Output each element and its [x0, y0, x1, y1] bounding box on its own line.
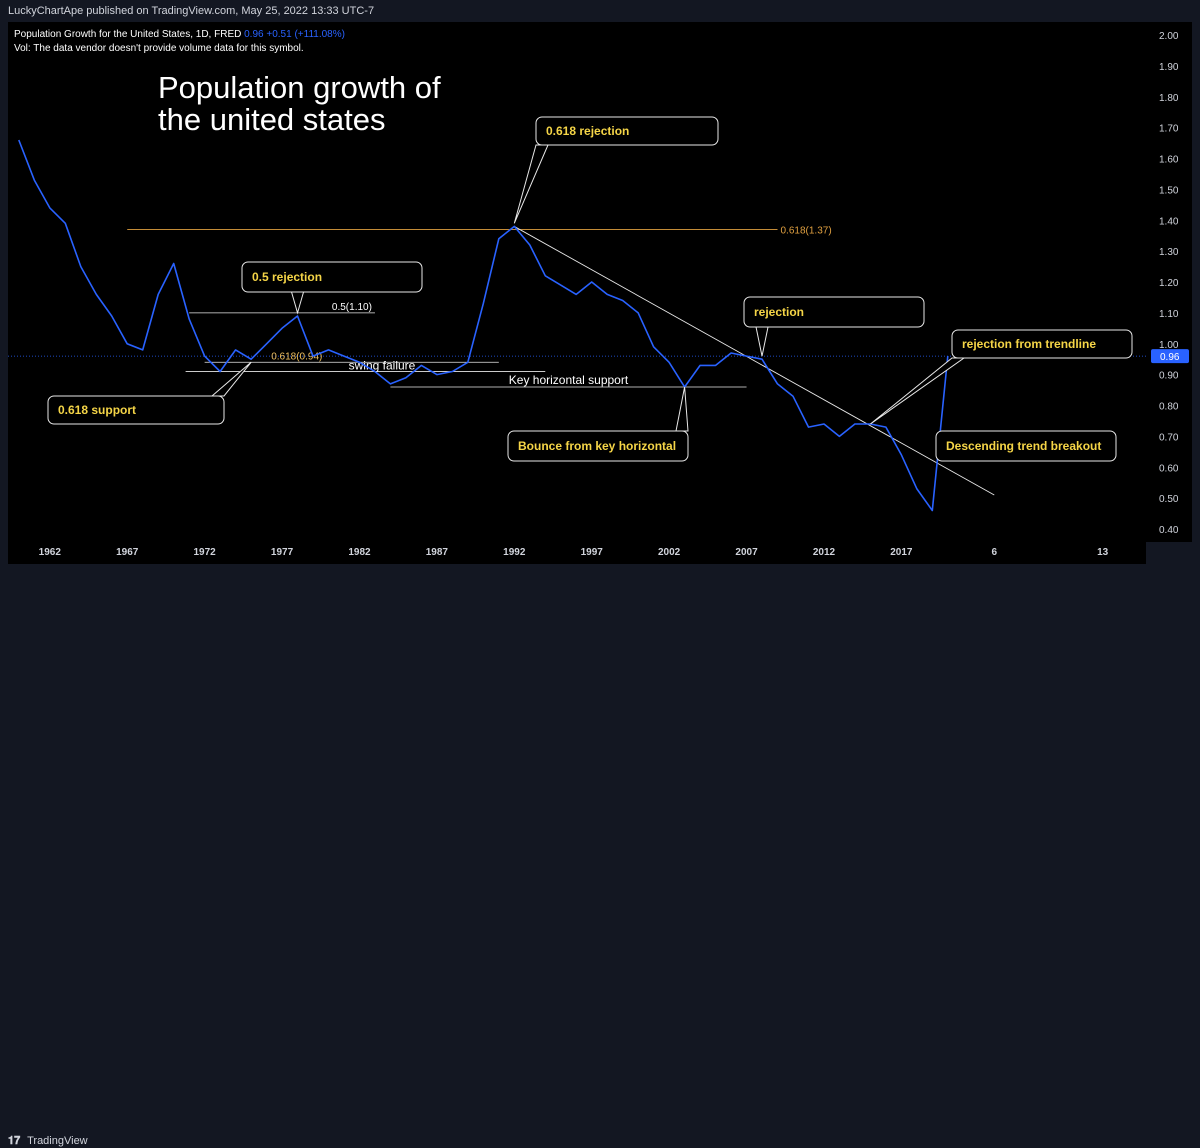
legend-volume-note: Vol: The data vendor doesn't provide vol…	[14, 43, 304, 54]
callout-box	[535, 116, 719, 146]
x-tick-label: 2002	[658, 547, 681, 558]
callout-pointer	[513, 144, 549, 224]
x-tick-label: 13	[1097, 547, 1109, 558]
y-tick-label: 0.80	[1159, 402, 1179, 413]
x-tick-label: 1972	[194, 547, 217, 558]
tradingview-icon: 𝟏𝟕	[8, 1135, 21, 1147]
tradingview-logo-text: TradingView	[27, 1135, 88, 1147]
x-tick-label: 1967	[116, 547, 139, 558]
callout-box	[241, 261, 423, 293]
callout-box	[743, 296, 925, 328]
x-tick-label: 1977	[271, 547, 294, 558]
callout-text: rejection	[754, 305, 804, 319]
horizontal-level-label: 0.618(0.94)	[271, 351, 322, 362]
callout-box	[507, 430, 689, 462]
x-tick-label: 1982	[348, 547, 371, 558]
callout-box	[47, 395, 225, 425]
horizontal-level-label: 0.618(1.37)	[781, 226, 832, 237]
callout-box	[951, 329, 1133, 359]
callout-pointer	[675, 386, 689, 432]
price-axis[interactable]	[1146, 22, 1192, 542]
y-tick-label: 0.40	[1159, 525, 1179, 536]
chart-title: Population growth of the united states	[158, 70, 441, 137]
x-tick-label: 2007	[735, 547, 758, 558]
tradingview-logo[interactable]: 𝟏𝟕 TradingView	[8, 1135, 88, 1148]
y-tick-label: 1.30	[1159, 247, 1179, 258]
legend-value: 0.96	[244, 29, 264, 40]
callout-box	[935, 430, 1117, 462]
x-tick-label: 2012	[813, 547, 836, 558]
callout-pointer	[210, 361, 252, 397]
publish-info: LuckyChartApe published on TradingView.c…	[8, 5, 375, 17]
chart-svg: 2.00 1.90 1.80 1.70 1.60 1.50 1.40 1.30 1.20 1.10…	[8, 31, 1189, 558]
y-tick-label: 1.70	[1159, 124, 1179, 135]
callout-text: Descending trend breakout	[946, 439, 1101, 453]
swing-failure-label: swing failure	[349, 358, 416, 372]
x-tick-label: 2017	[890, 547, 913, 558]
descending-trendline	[514, 226, 995, 496]
y-tick-label: 1.50	[1159, 185, 1179, 196]
legend-change: +0.51 (+111.08%)	[266, 29, 345, 40]
last-value-label: 0.96	[1160, 352, 1180, 363]
callout-text: Bounce from key horizontal	[518, 439, 676, 453]
y-tick-label: 1.00	[1159, 340, 1179, 351]
legend-symbol: Population Growth for the United States,…	[14, 29, 242, 40]
top-bar: LuckyChartApe published on TradingView.c…	[0, 0, 1200, 22]
callout-text: 0.5 rejection	[252, 270, 322, 284]
callout-text: 0.618 rejection	[546, 124, 629, 138]
y-tick-label: 0.60	[1159, 463, 1179, 474]
last-value-badge	[1151, 349, 1189, 364]
y-tick-label: 1.10	[1159, 309, 1179, 320]
callout-text: 0.618 support	[58, 403, 136, 417]
y-tick-label: 0.50	[1159, 494, 1179, 505]
horizontal-level-label: Key horizontal support	[509, 373, 629, 387]
y-tick-label: 0.70	[1159, 432, 1179, 443]
x-tick-label: 1992	[503, 547, 526, 558]
y-tick-label: 0.90	[1159, 371, 1179, 382]
y-tick-label: 2.00	[1159, 31, 1179, 42]
horizontal-level-label: 0.5(1.10)	[332, 302, 372, 313]
callout-text: rejection from trendline	[962, 337, 1096, 351]
x-tick-label: 1997	[581, 547, 604, 558]
callout-pointer	[755, 326, 769, 357]
y-tick-label: 1.40	[1159, 216, 1179, 227]
x-tick-label: 1987	[426, 547, 449, 558]
callout-pointer	[870, 357, 966, 425]
y-tick-label: 1.80	[1159, 93, 1179, 104]
bottom-bar: 𝟏𝟕 TradingView	[0, 564, 1200, 1147]
legend-symbol-line[interactable]: Population Growth for the United States,…	[14, 29, 345, 40]
x-tick-label: 6	[991, 547, 997, 558]
x-tick-label: 1962	[39, 547, 62, 558]
callout-pointer	[290, 291, 305, 315]
y-tick-label: 1.20	[1159, 278, 1179, 289]
population-growth-series	[18, 139, 949, 512]
time-axis[interactable]	[8, 542, 1146, 564]
y-tick-label: 1.60	[1159, 155, 1179, 166]
y-tick-label: 1.90	[1159, 62, 1179, 73]
